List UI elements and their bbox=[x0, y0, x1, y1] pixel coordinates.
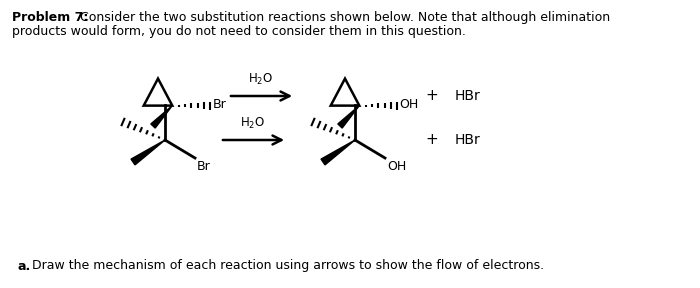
Text: Problem 7:: Problem 7: bbox=[12, 11, 88, 24]
Text: Consider the two substitution reactions shown below. Note that although eliminat: Consider the two substitution reactions … bbox=[80, 11, 610, 24]
Text: +: + bbox=[426, 132, 438, 147]
Text: Br: Br bbox=[197, 160, 211, 173]
Text: Draw the mechanism of each reaction using arrows to show the flow of electrons.: Draw the mechanism of each reaction usin… bbox=[32, 259, 544, 272]
Text: a.: a. bbox=[18, 259, 32, 272]
Text: HBr: HBr bbox=[455, 133, 481, 147]
Text: Br: Br bbox=[212, 98, 226, 111]
Text: H$_2$O: H$_2$O bbox=[248, 72, 274, 87]
Text: products would form, you do not need to consider them in this question.: products would form, you do not need to … bbox=[12, 25, 466, 38]
Polygon shape bbox=[131, 140, 165, 165]
Text: +: + bbox=[426, 88, 438, 103]
Text: H$_2$O: H$_2$O bbox=[240, 116, 265, 131]
Polygon shape bbox=[321, 140, 355, 165]
Polygon shape bbox=[338, 106, 359, 128]
Polygon shape bbox=[150, 106, 172, 128]
Text: HBr: HBr bbox=[455, 89, 481, 103]
Text: OH: OH bbox=[399, 98, 419, 111]
Text: OH: OH bbox=[387, 160, 406, 173]
